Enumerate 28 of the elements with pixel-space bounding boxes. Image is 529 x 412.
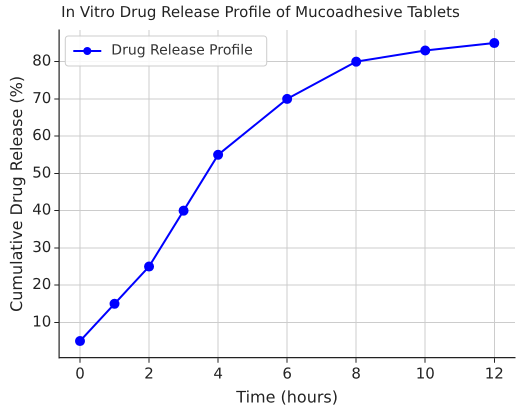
y-axis-title: Cumulative Drug Release (%): [6, 76, 26, 312]
x-tick-label: 4: [213, 364, 223, 383]
x-tick-label: 12: [484, 364, 504, 383]
y-tick-label: 40: [32, 200, 52, 219]
point: [144, 262, 154, 272]
point: [489, 38, 500, 48]
y-tick-label: 80: [32, 52, 52, 70]
legend-label: Drug Release Profile: [111, 42, 253, 59]
x-tick-label: 10: [416, 364, 435, 383]
y-tick-label: 70: [32, 88, 52, 107]
x-tick-label: 0: [75, 364, 85, 383]
point: [110, 298, 120, 309]
y-tick-label: 50: [32, 163, 52, 182]
y-tick-label: 60: [32, 126, 52, 144]
point: [420, 45, 430, 56]
point: [351, 56, 362, 67]
x-tick-label: 6: [282, 364, 292, 383]
y-tick-label: 30: [32, 238, 52, 256]
point: [178, 206, 189, 216]
y-tick-label: 10: [32, 312, 52, 330]
point: [75, 336, 85, 346]
y-tick-label: 20: [32, 275, 52, 294]
x-tick-label: 8: [351, 364, 361, 383]
point: [213, 150, 224, 160]
x-axis-title: Time (hours): [235, 388, 338, 407]
chart-title: In Vitro Drug Release Profile of Mucoadhesive Tablets: [61, 2, 460, 21]
x-tick-label: 2: [144, 364, 154, 383]
point: [282, 94, 292, 104]
